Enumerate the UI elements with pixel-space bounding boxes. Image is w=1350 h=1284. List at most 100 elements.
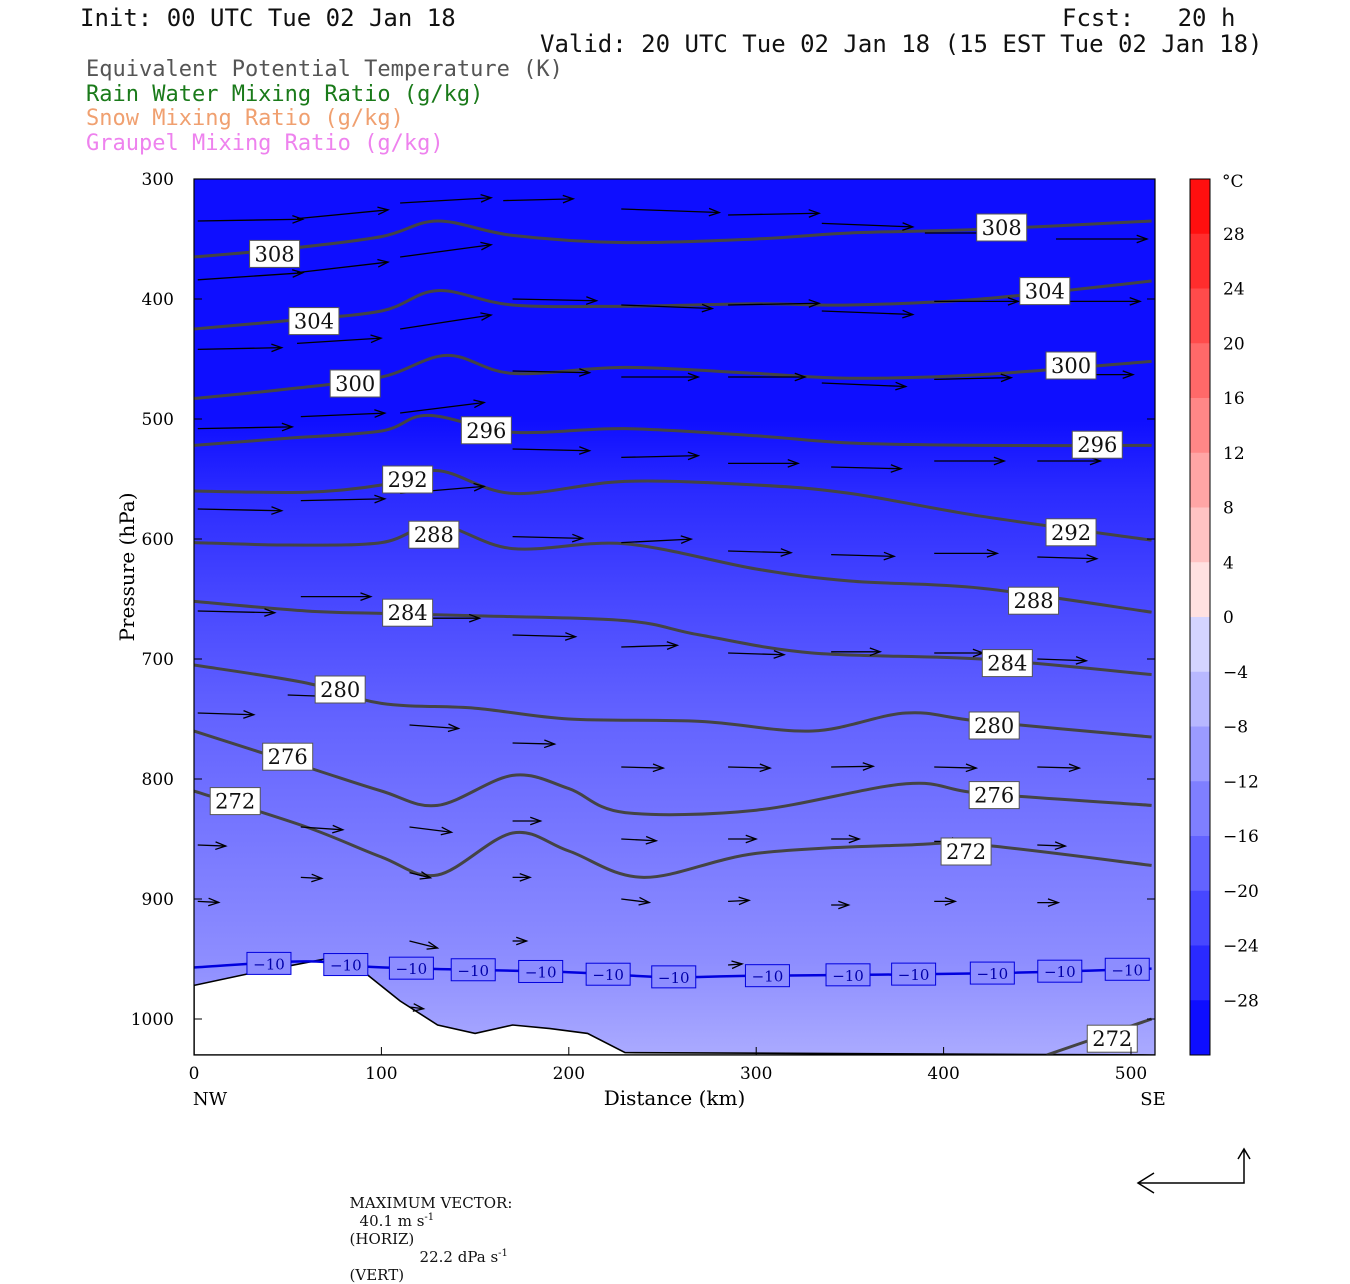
wind-vector xyxy=(831,553,895,557)
wind-vector xyxy=(300,498,385,502)
colorbar-tick-label: −4 xyxy=(1223,663,1248,683)
wind-vector-head xyxy=(516,936,529,946)
wind-vector-head xyxy=(687,451,701,461)
theta-e-contour-308 xyxy=(194,219,1152,259)
plot-frame xyxy=(193,178,1156,1056)
wind-vector-head xyxy=(215,841,228,851)
contour-label-box xyxy=(940,837,992,866)
wind-vector xyxy=(503,198,574,202)
contour-label-box xyxy=(262,742,314,771)
wind-vector-head xyxy=(1000,373,1014,383)
wind-vector-head xyxy=(883,551,897,561)
colorbar-segment xyxy=(1190,836,1210,892)
wind-vector-head xyxy=(530,816,543,826)
isotherm-label: −10 xyxy=(658,969,690,987)
wind-vector-head xyxy=(473,399,487,409)
wind-vector-head xyxy=(208,897,221,907)
colorbar-segment xyxy=(1190,507,1210,563)
wind-vector-head xyxy=(787,459,800,468)
wind-vector xyxy=(297,209,389,220)
cross-section-chart: −10 −10 −10 −10 −10 −10 −10 −10 −10 −10 −10 −10 −10 3… xyxy=(115,170,1259,1110)
wind-vector xyxy=(621,304,713,310)
isotherm-label-box xyxy=(450,958,496,982)
isotherm-label-box xyxy=(518,959,564,983)
max-vector-label: MAXIMUM VECTOR: xyxy=(349,1194,513,1212)
colorbar-tick-label: 8 xyxy=(1223,499,1234,519)
wind-vector-head xyxy=(808,299,821,308)
contour-label: 272 xyxy=(946,840,986,864)
contour-label-box xyxy=(1045,518,1097,547)
isotherm-label-box xyxy=(744,964,790,988)
isotherm-label: −10 xyxy=(976,965,1008,983)
wind-vector xyxy=(621,838,657,842)
wind-vector xyxy=(400,401,485,414)
legend-rain-water: Rain Water Mixing Ratio (g/kg) xyxy=(86,82,484,107)
y-axis-label: Pressure (hPa) xyxy=(115,493,139,642)
wind-vector xyxy=(728,550,792,554)
contour-label: 272 xyxy=(1092,1027,1132,1051)
wind-vector xyxy=(512,370,590,374)
wind-vector-head xyxy=(902,309,915,319)
contour-label-box xyxy=(981,649,1033,678)
contour-label: 296 xyxy=(1077,433,1117,457)
x-tick-label: 200 xyxy=(553,1064,585,1084)
y-tick-label: 1000 xyxy=(131,1010,174,1030)
wind-vector-head xyxy=(543,739,557,749)
wind-vector xyxy=(621,455,699,459)
wind-vector xyxy=(728,652,785,656)
contour-label-box xyxy=(382,465,434,494)
vert-value: 22.2 dPa s xyxy=(419,1248,499,1266)
wind-vector xyxy=(728,766,771,769)
contour-label: 284 xyxy=(987,652,1027,676)
wind-vector-head xyxy=(480,193,494,203)
horiz-unit: (HORIZ) xyxy=(349,1230,415,1248)
wind-vector xyxy=(197,712,254,716)
wind-vector-head xyxy=(838,900,851,910)
wind-vector-head xyxy=(271,343,284,353)
contour-label-box xyxy=(1008,586,1060,615)
contour-label: 292 xyxy=(388,468,428,492)
wind-vector xyxy=(728,963,743,966)
contour-label: 308 xyxy=(982,216,1022,240)
colorbar-tick-label: 16 xyxy=(1223,389,1245,409)
init-time: Init: 00 UTC Tue 02 Jan 18 xyxy=(80,4,456,32)
contour-label-box xyxy=(1019,277,1071,306)
wind-vector-head xyxy=(440,826,454,836)
wind-vector-head xyxy=(731,960,744,970)
wind-vector xyxy=(831,765,874,768)
wind-vector-head xyxy=(377,206,390,216)
colorbar-segment xyxy=(1190,781,1210,837)
wind-vector xyxy=(512,448,590,452)
legend-snow: Snow Mixing Ratio (g/kg) xyxy=(86,106,404,131)
wind-vector-head xyxy=(480,312,494,321)
colorbar-tick-label: −24 xyxy=(1223,937,1259,957)
x-tick-label: 0 xyxy=(189,1064,200,1084)
wind-vector-head xyxy=(780,548,793,557)
wind-vector xyxy=(728,302,820,306)
colorbar-tick-label: −12 xyxy=(1223,772,1259,792)
wind-vector-head xyxy=(759,763,772,773)
theta-e-contour-288 xyxy=(194,523,1152,614)
theta-e-contour-296 xyxy=(194,413,1152,448)
wind-vector-head xyxy=(243,710,256,719)
contour-label: 280 xyxy=(320,678,360,702)
wind-vector-head xyxy=(738,896,751,906)
contour-label-box xyxy=(460,416,512,445)
wind-vector xyxy=(409,871,431,879)
wind-vector xyxy=(512,742,555,745)
wind-vector-head xyxy=(1068,763,1082,773)
wind-vector-head xyxy=(419,871,433,880)
x-axis-label: Distance (km) xyxy=(604,1086,746,1110)
colorbar-segment xyxy=(1190,617,1210,673)
wind-vector-head xyxy=(374,409,387,418)
x-tick-label: 500 xyxy=(1115,1064,1147,1084)
wind-vector xyxy=(409,724,459,730)
wind-vector-head xyxy=(794,372,807,382)
wind-vector-head xyxy=(645,835,659,845)
colorbar-segment xyxy=(1190,452,1210,508)
wind-vector xyxy=(621,766,664,769)
wind-vector-head xyxy=(292,215,305,224)
horiz-exponent: -1 xyxy=(424,1212,435,1223)
contour-label-box xyxy=(968,711,1020,740)
wind-vector xyxy=(621,644,678,648)
